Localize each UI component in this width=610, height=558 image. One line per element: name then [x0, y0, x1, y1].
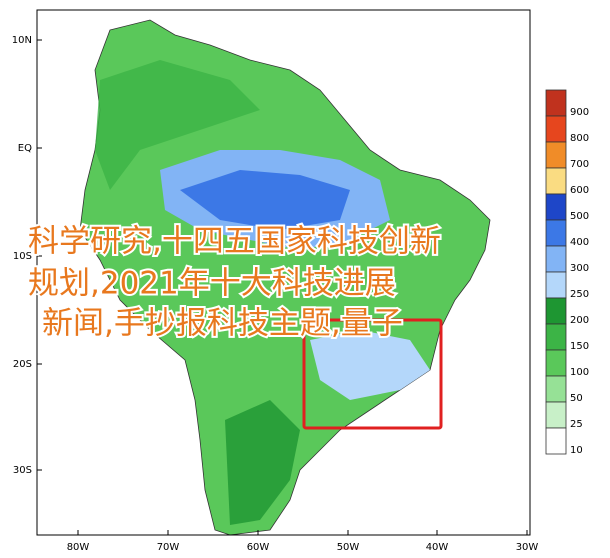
x-axis-label: 80W	[67, 542, 90, 553]
overlay-line: 规划,2021年十大科技进展	[28, 266, 396, 302]
overlay-text: 科学研究,十四五国家科技创新规划,2021年十大科技进展新闻,手抄报科技主题,量…	[26, 222, 443, 344]
legend-label: 800	[570, 133, 589, 144]
axes: 10N EQ 10S 20S 30S 80W 70W 60W 50W 40W 30W	[12, 35, 539, 553]
map-frame	[36, 9, 531, 536]
map	[36, 9, 531, 536]
legend-label: 700	[570, 159, 589, 170]
y-axis-label: 20S	[13, 359, 32, 370]
legend-label: 500	[570, 211, 589, 222]
legend-label: 600	[570, 185, 589, 196]
legend-label: 200	[570, 315, 589, 326]
legend-label: 150	[570, 341, 589, 352]
y-axis-label: 30S	[13, 465, 32, 476]
legend-label: 300	[570, 263, 589, 274]
legend-label: 250	[570, 289, 589, 300]
legend-swatch	[545, 349, 567, 377]
legend-label: 900	[570, 107, 589, 118]
legend-swatch	[545, 141, 567, 169]
precip-higher	[180, 170, 350, 230]
legend-swatch	[545, 193, 567, 221]
y-axis-label: 10S	[13, 251, 32, 262]
legend-swatch	[545, 271, 567, 299]
legend-swatch	[545, 219, 567, 247]
x-axis-label: 30W	[516, 542, 539, 553]
x-axis-label: 40W	[426, 542, 449, 553]
x-axis-label: 50W	[337, 542, 360, 553]
overlay-line: 科学研究,十四五国家科技创新	[28, 224, 441, 260]
legend-label: 25	[570, 419, 583, 430]
legend-swatch	[545, 297, 567, 325]
y-axis-label: EQ	[18, 143, 32, 154]
legend-swatch	[545, 115, 567, 143]
dark-green	[225, 400, 300, 525]
x-axis-label: 60W	[247, 542, 270, 553]
precip-mid	[310, 330, 430, 400]
legend-label: 50	[570, 393, 583, 404]
y-axis-label: 10N	[12, 35, 32, 46]
x-axis-label: 70W	[157, 542, 180, 553]
legend-label: 100	[570, 367, 589, 378]
legend-swatch	[545, 89, 567, 117]
legend-swatch	[545, 375, 567, 403]
legend-label: 400	[570, 237, 589, 248]
legend-swatch	[545, 323, 567, 351]
legend-swatch	[545, 167, 567, 195]
land	[79, 19, 491, 536]
legend-swatch	[545, 245, 567, 273]
legend-label: 10	[570, 445, 583, 456]
legend: 900 800 700 600 500 400 300 250 200 150 100 50 25 10	[545, 89, 589, 456]
overlay-line: 新闻,手抄报科技主题,量子	[42, 306, 403, 342]
legend-swatch	[545, 401, 567, 429]
land-dark	[95, 60, 260, 190]
legend-swatch	[545, 427, 567, 455]
highlight-box	[302, 318, 443, 430]
